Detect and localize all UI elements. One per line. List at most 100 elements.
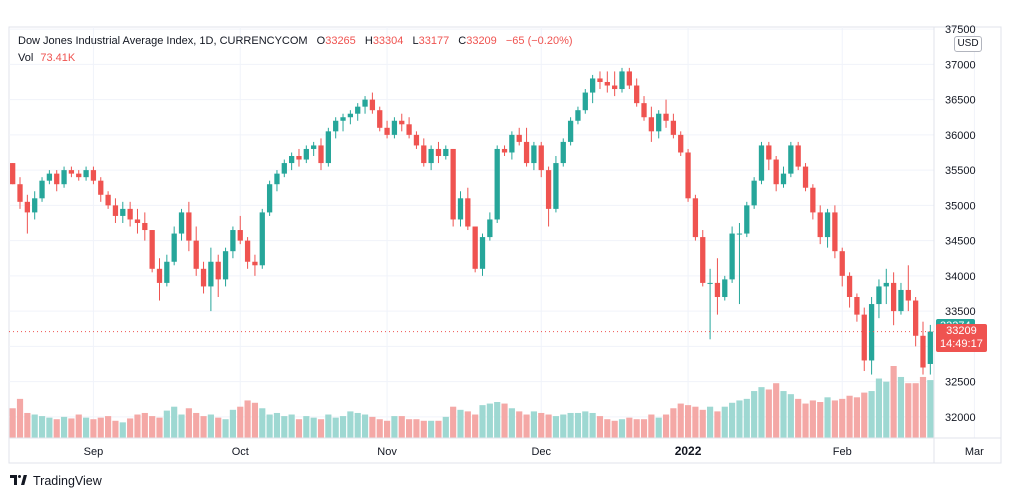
volume-bar [339, 416, 347, 438]
time-tick-label: Mar [965, 446, 984, 458]
volume-bar [185, 408, 192, 438]
volume-bar [486, 403, 493, 438]
candle-body [178, 212, 185, 234]
volume-bar [677, 403, 684, 438]
price-tick-label: 36500 [945, 95, 976, 107]
candle-body [450, 148, 456, 220]
candle-body [413, 134, 420, 146]
candle-body [134, 219, 141, 223]
current-price-value: 33209 [946, 324, 977, 337]
candle-body [156, 268, 163, 283]
candle-body [68, 170, 75, 174]
candle-body [39, 180, 45, 199]
volume-bar [149, 416, 156, 438]
candle-body [626, 71, 632, 86]
volume-bar [75, 414, 82, 438]
candle-body [670, 120, 677, 135]
candle-body [913, 300, 919, 336]
volume-bar [853, 397, 860, 438]
volume-bar [127, 418, 134, 438]
volume-bar [171, 406, 178, 438]
volume-bar [288, 414, 295, 438]
volume-bar [817, 402, 824, 438]
candle-body [237, 230, 243, 241]
tradingview-attribution[interactable]: TradingView [10, 474, 102, 488]
candle-body [266, 184, 273, 213]
volume-bar [707, 406, 714, 438]
candle-body [54, 173, 60, 185]
price-tick-label: 35500 [945, 165, 976, 177]
volume-bar [508, 408, 515, 438]
volume-bar [780, 391, 787, 438]
candle-body [678, 134, 684, 153]
legend-volume-label: Vol [18, 52, 34, 64]
legend-open: 33265 [325, 35, 356, 47]
volume-bar [303, 416, 310, 438]
grid [9, 27, 975, 438]
candle-body [83, 170, 89, 178]
price-axis[interactable]: 3200032500330003350034000345003500035500… [945, 24, 976, 424]
volume-bar [229, 409, 236, 438]
candle-body [560, 141, 566, 164]
volume-bar [479, 405, 486, 438]
volume-bar [105, 416, 112, 438]
volume-bar [24, 412, 31, 438]
candle-body [634, 85, 640, 104]
volume-bar [83, 417, 90, 438]
candle-body [920, 335, 926, 368]
time-tick-label: Nov [377, 446, 397, 458]
candle-body [927, 331, 933, 364]
candle-body [766, 145, 772, 160]
volume-bar [60, 416, 68, 438]
time-axis[interactable]: Sep Oct Nov Dec 2022 Feb Mar [84, 444, 985, 458]
volume-bar [640, 419, 648, 438]
candle-body [303, 148, 309, 160]
volume-bar [567, 412, 574, 438]
legend-line-2: Vol 73.41K [18, 52, 75, 64]
volume-bar [626, 417, 633, 438]
candle-body [76, 173, 82, 178]
volume-bar [655, 417, 662, 438]
volume-bar [538, 412, 545, 438]
volume-bar [435, 420, 442, 438]
candle-body [127, 208, 133, 220]
volume-bar [347, 411, 354, 438]
volume-bar [259, 408, 266, 438]
volume-bar [16, 398, 24, 438]
candle-body [773, 159, 779, 185]
currency-unit-button[interactable]: USD [954, 36, 982, 52]
legend-line-1: Dow Jones Industrial Average Index, 1D, … [18, 35, 573, 47]
candle-body [802, 166, 809, 188]
volume-bar [281, 416, 288, 438]
volume-bar [648, 414, 655, 438]
candle-body [472, 226, 478, 269]
candle-body [421, 145, 427, 164]
candle-body [318, 145, 324, 164]
candle-body [391, 120, 398, 135]
volume-bar [560, 414, 567, 438]
candle-body [780, 173, 787, 185]
volume-bar [251, 402, 259, 438]
candle-body [604, 81, 610, 86]
volume-bar [861, 392, 868, 438]
volume-bar [237, 406, 244, 438]
volume-bar [699, 409, 706, 438]
volume-bar [839, 398, 846, 438]
candle-body [112, 205, 119, 216]
candle-body [105, 194, 111, 206]
legend-high: 33304 [372, 35, 404, 47]
volume-bar [428, 420, 435, 438]
candle-body [399, 120, 405, 125]
volume-bar [90, 419, 97, 438]
price-tick-label: 34500 [945, 236, 976, 248]
volume-bar [266, 414, 273, 438]
volume-bar [611, 420, 618, 438]
legend-low: 33177 [418, 35, 450, 47]
candle-body [208, 261, 214, 287]
volume-bar [501, 403, 508, 438]
volume-bar [112, 420, 119, 438]
volume-bar [795, 398, 802, 438]
time-tick-label: Oct [232, 446, 249, 458]
volume-bar [574, 412, 582, 438]
